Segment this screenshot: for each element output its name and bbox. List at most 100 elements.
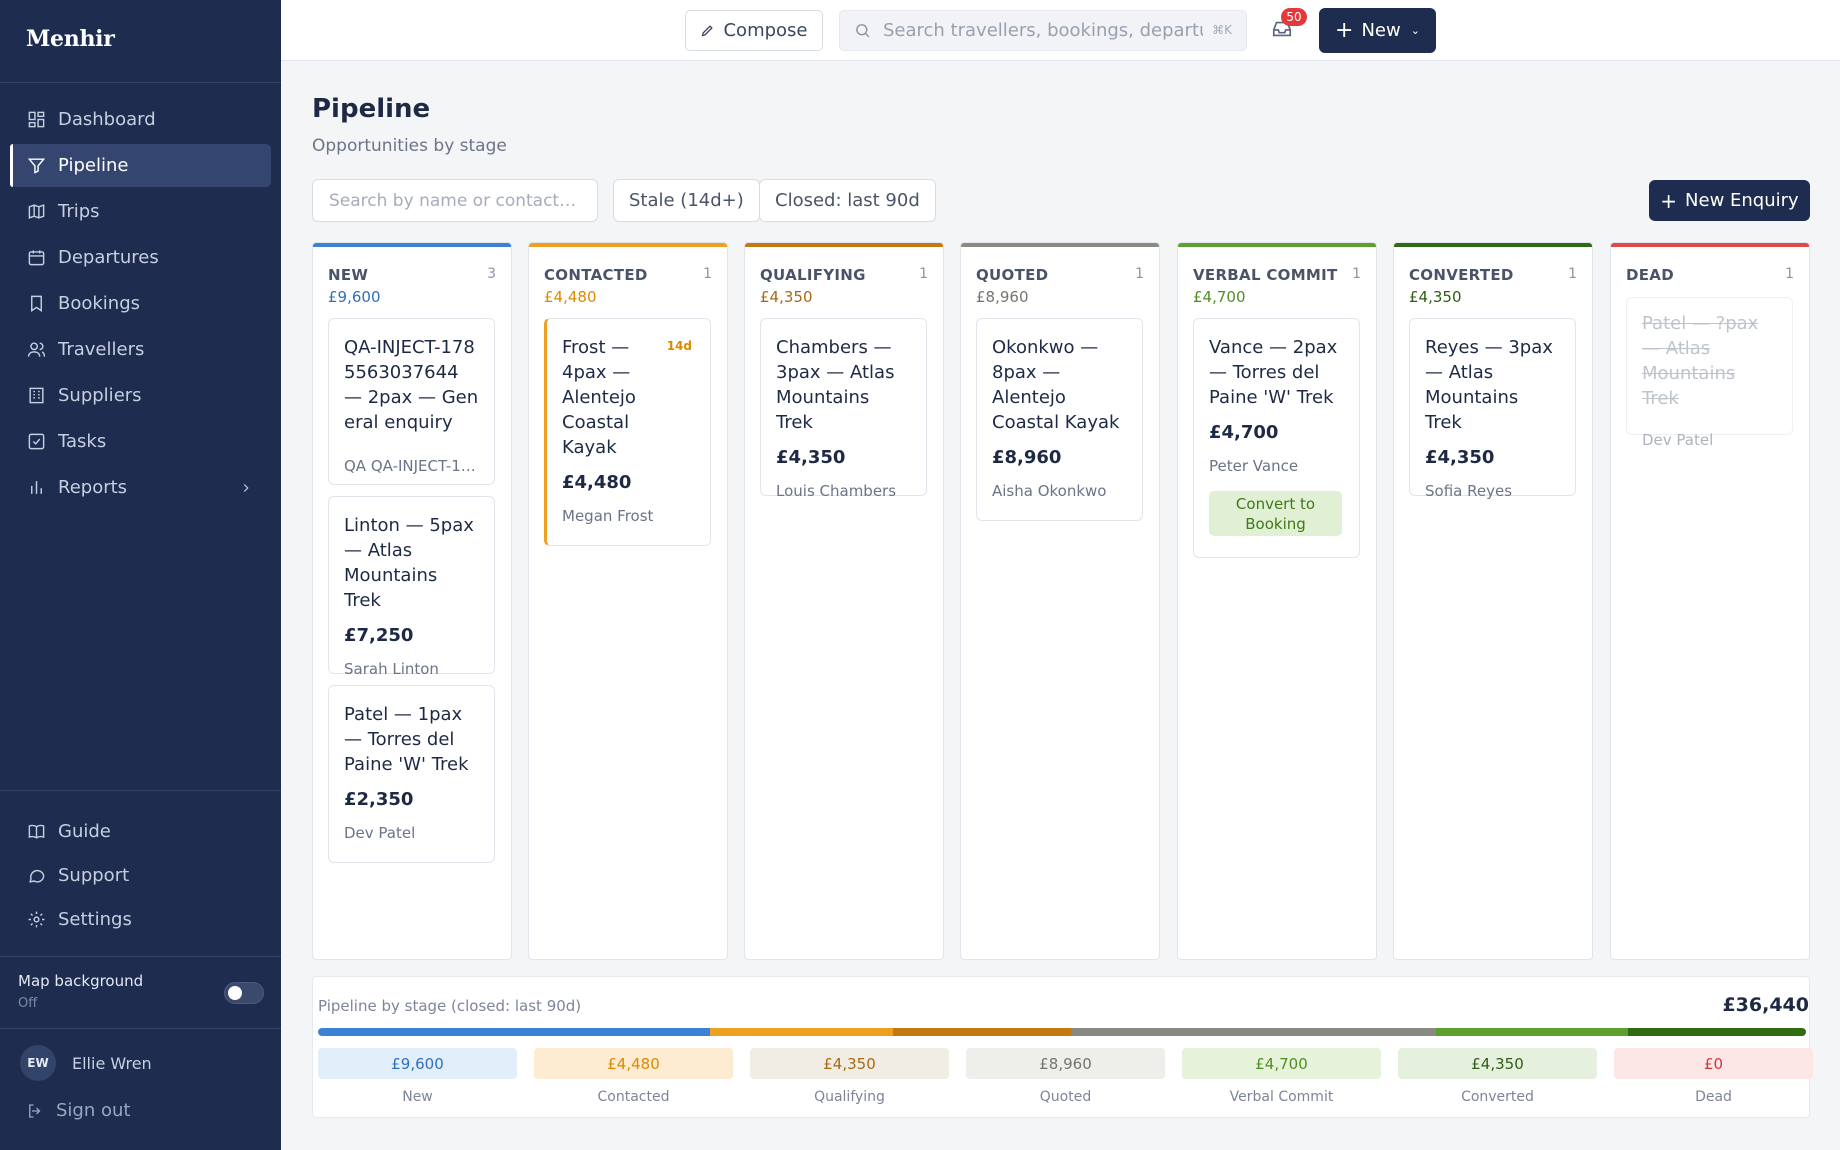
- keyboard-shortcut: ⌘K: [1212, 23, 1232, 37]
- opportunity-card[interactable]: Vance — 2pax — Torres del Paine 'W' Trek…: [1193, 318, 1360, 558]
- opportunity-card[interactable]: Patel — ?pax — Atlas Mountains Trek Dev …: [1626, 297, 1793, 449]
- stage-value-pill: £4,350: [750, 1048, 949, 1079]
- stage-bar-segment: [1628, 1028, 1806, 1036]
- sign-out-label: Sign out: [56, 1100, 131, 1121]
- column-accent-bar: [745, 243, 943, 247]
- card-amount: £8,960: [992, 447, 1062, 468]
- card-contact: Megan Frost: [562, 507, 654, 525]
- stage-bar-segment: [1436, 1028, 1629, 1036]
- sidebar-item-dashboard[interactable]: Dashboard: [10, 98, 271, 141]
- column-dead: DEAD 1 Patel — ?pax — Atlas Mountains Tr…: [1610, 242, 1810, 960]
- app-logo[interactable]: Menhir: [26, 26, 115, 52]
- opportunity-card[interactable]: Okonkwo — 8pax — Alentejo Coastal Kayak …: [976, 318, 1143, 521]
- stale-badge: 14d: [666, 339, 692, 353]
- map-background-state: Off: [18, 996, 38, 1011]
- column-count: 1: [1135, 266, 1144, 282]
- card-amount: £4,350: [776, 447, 846, 468]
- user-profile[interactable]: EW Ellie Wren: [20, 1045, 152, 1081]
- checkbox-icon: [26, 432, 46, 452]
- sidebar-nav: Dashboard Pipeline Trips Departures Book…: [10, 98, 271, 512]
- card-contact: QA QA-INJECT-1785563037644: [344, 457, 479, 475]
- opportunity-card[interactable]: Linton — 5pax — Atlas Mountains Trek £7,…: [328, 496, 495, 678]
- card-title: Reyes — 3pax — Atlas Mountains Trek: [1425, 337, 1553, 433]
- sidebar-item-label: Trips: [58, 201, 100, 222]
- map-background-setting: Map background Off: [18, 972, 268, 1011]
- sidebar: Menhir Dashboard Pipeline Trips Departur…: [0, 0, 281, 1150]
- search-icon: [856, 24, 870, 38]
- column-title: QUALIFYING: [760, 266, 866, 284]
- user-name: Ellie Wren: [72, 1053, 152, 1073]
- card-title: Linton — 5pax — Atlas Mountains Trek: [344, 515, 474, 611]
- sidebar-item-suppliers[interactable]: Suppliers: [10, 374, 271, 417]
- opportunity-card[interactable]: Patel — 1pax — Torres del Paine 'W' Trek…: [328, 685, 495, 863]
- filter-stale-chip[interactable]: Stale (14d+): [613, 179, 760, 222]
- column-total: £4,700: [1193, 288, 1246, 306]
- card-contact: Aisha Okonkwo: [992, 482, 1107, 500]
- stage-bar-segment: [318, 1028, 710, 1036]
- divider: [0, 790, 281, 791]
- sidebar-item-travellers[interactable]: Travellers: [10, 328, 271, 371]
- pipeline-summary: Pipeline by stage (closed: last 90d) £36…: [312, 976, 1813, 1118]
- column-count: 1: [1352, 266, 1361, 282]
- opportunity-card[interactable]: Reyes — 3pax — Atlas Mountains Trek £4,3…: [1409, 318, 1576, 500]
- column-new: NEW £9,600 3 QA-INJECT-1785563037644 — 2…: [312, 242, 512, 960]
- sidebar-item-label: Guide: [58, 821, 111, 842]
- card-contact: Dev Patel: [344, 824, 416, 842]
- card-amount: £4,480: [562, 472, 632, 493]
- column-count: 1: [703, 266, 712, 282]
- column-count: 3: [487, 266, 496, 282]
- global-search-input[interactable]: Search travellers, bookings, departures……: [839, 10, 1247, 51]
- compose-label: Compose: [723, 20, 808, 41]
- sidebar-item-pipeline[interactable]: Pipeline: [10, 144, 271, 187]
- stage-name-label: Verbal Commit: [1229, 1089, 1334, 1105]
- column-accent-bar: [961, 243, 1159, 247]
- card-title: Chambers — 3pax — Atlas Mountains Trek: [776, 337, 895, 433]
- inbox-icon[interactable]: [1271, 18, 1295, 42]
- sidebar-item-settings[interactable]: Settings: [10, 899, 271, 940]
- stage-value-pill: £9,600: [318, 1048, 517, 1079]
- opportunity-card[interactable]: Frost — 4pax — Alentejo Coastal Kayak 14…: [544, 318, 711, 546]
- new-button[interactable]: + New ⌄: [1319, 8, 1436, 53]
- sidebar-item-label: Reports: [58, 477, 128, 498]
- sidebar-item-support[interactable]: Support: [10, 855, 271, 896]
- building-icon: [26, 386, 46, 406]
- convert-to-booking-button[interactable]: Convert to Booking: [1209, 491, 1342, 536]
- bookmark-icon: [26, 294, 46, 314]
- column-title: NEW: [328, 266, 369, 284]
- page-title: Pipeline: [312, 94, 431, 124]
- opportunity-card[interactable]: QA-INJECT-1785563037644 — 2pax — General…: [328, 318, 495, 485]
- summary-label: Pipeline by stage (closed: last 90d): [318, 997, 582, 1015]
- new-enquiry-button[interactable]: + New Enquiry: [1649, 180, 1810, 221]
- stage-bar-segment: [892, 1028, 1071, 1036]
- pipeline-search-input[interactable]: Search by name or contact…: [312, 179, 598, 222]
- column-accent-bar: [1178, 243, 1376, 247]
- compose-button[interactable]: Compose: [685, 10, 823, 51]
- sidebar-item-guide[interactable]: Guide: [10, 811, 271, 852]
- sidebar-item-bookings[interactable]: Bookings: [10, 282, 271, 325]
- map-background-toggle[interactable]: [224, 982, 264, 1004]
- column-converted: CONVERTED £4,350 1 Reyes — 3pax — Atlas …: [1393, 242, 1593, 960]
- new-label: New: [1361, 20, 1401, 41]
- sidebar-item-label: Departures: [58, 247, 159, 268]
- filter-closed-chip[interactable]: Closed: last 90d: [759, 179, 936, 222]
- sign-out-button[interactable]: Sign out: [26, 1100, 130, 1121]
- topbar: Compose Search travellers, bookings, dep…: [281, 0, 1840, 61]
- main-content: Pipeline Opportunities by stage Search b…: [281, 61, 1840, 1150]
- column-accent-bar: [1611, 243, 1809, 247]
- search-placeholder: Search travellers, bookings, departures…: [883, 20, 1203, 41]
- column-contacted: CONTACTED £4,480 1 Frost — 4pax — Alente…: [528, 242, 728, 960]
- column-total: £8,960: [976, 288, 1029, 306]
- column-title: QUOTED: [976, 266, 1049, 284]
- stage-bar-segment: [710, 1028, 893, 1036]
- book-icon: [26, 822, 46, 842]
- sidebar-item-tasks[interactable]: Tasks: [10, 420, 271, 463]
- card-title: Frost — 4pax — Alentejo Coastal Kayak: [562, 337, 636, 458]
- sidebar-item-reports[interactable]: Reports: [10, 466, 271, 509]
- sidebar-item-trips[interactable]: Trips: [10, 190, 271, 233]
- card-contact: Peter Vance: [1209, 457, 1299, 475]
- column-quoted: QUOTED £8,960 1 Okonkwo — 8pax — Alentej…: [960, 242, 1160, 960]
- sidebar-item-departures[interactable]: Departures: [10, 236, 271, 279]
- sidebar-item-label: Tasks: [58, 431, 107, 452]
- opportunity-card[interactable]: Chambers — 3pax — Atlas Mountains Trek £…: [760, 318, 927, 500]
- stage-name-label: Quoted: [1039, 1089, 1092, 1105]
